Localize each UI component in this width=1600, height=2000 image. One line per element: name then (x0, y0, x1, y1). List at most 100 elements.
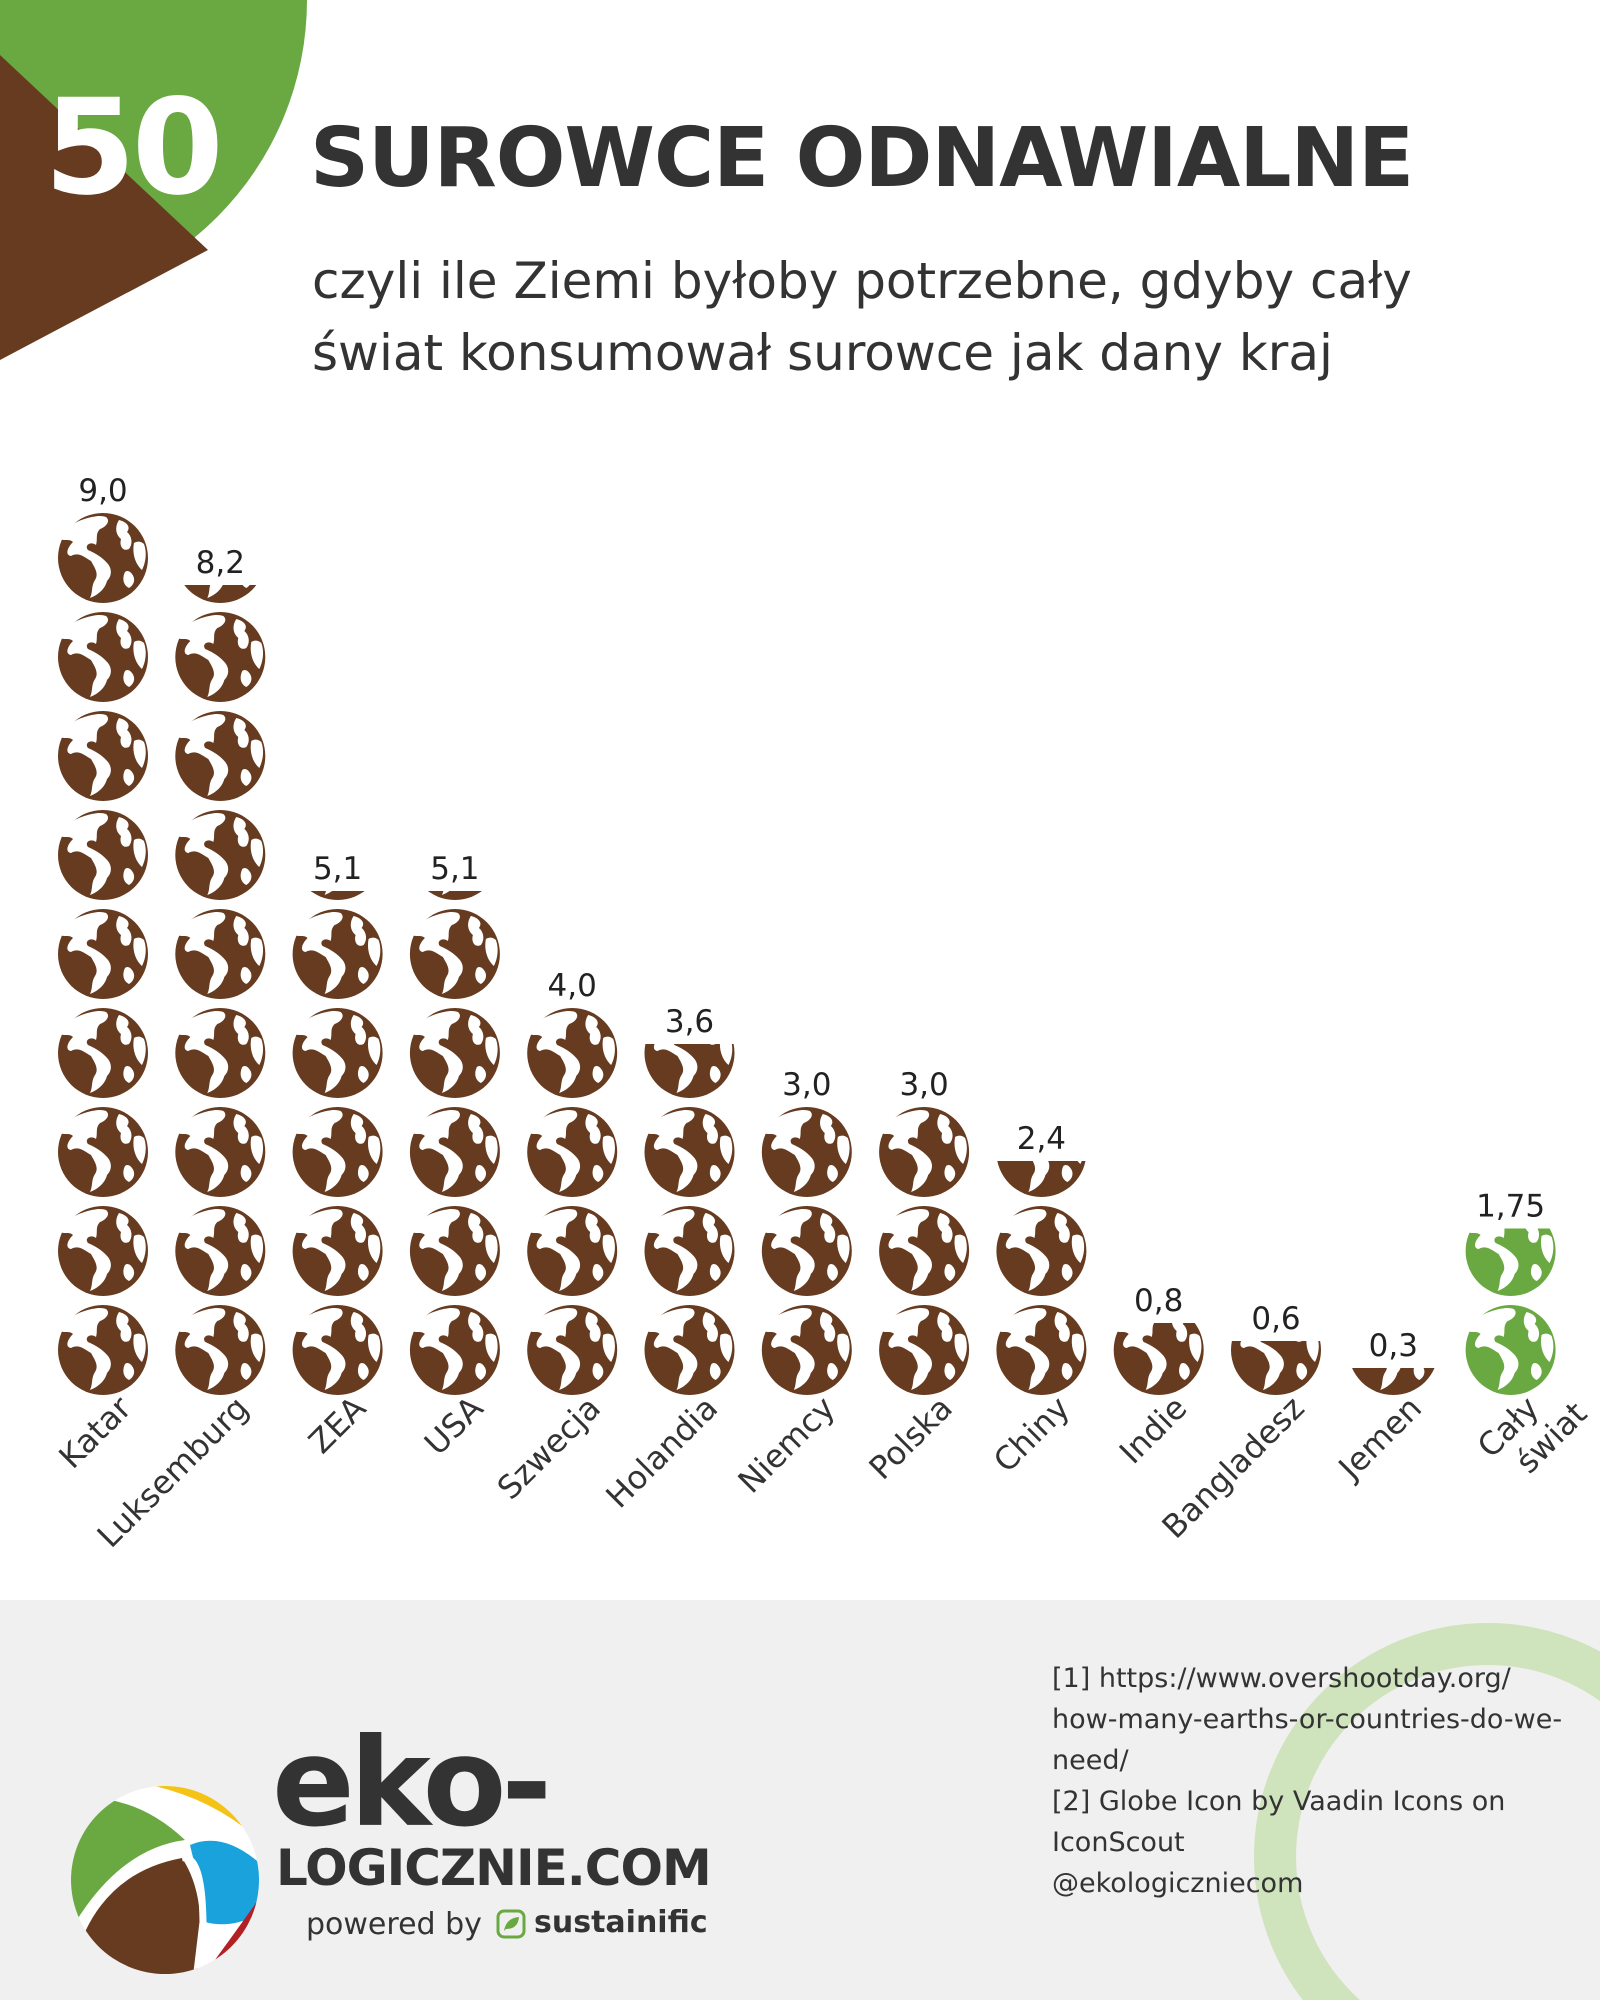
value-label: 0,6 (1251, 1301, 1300, 1337)
globe-icon (761, 1206, 852, 1296)
globe-icon (409, 1206, 500, 1296)
globe-icon (996, 1206, 1087, 1296)
globe-icon (292, 1305, 383, 1395)
globe-icon (292, 1206, 383, 1296)
value-label: 3,0 (782, 1067, 831, 1103)
category-label: Niemcy (731, 1389, 843, 1501)
globe-icon (409, 1107, 500, 1197)
globe-icon (175, 612, 266, 702)
bar-7 (879, 1107, 970, 1395)
page-title: SUROWCE ODNAWIALNE (310, 111, 1414, 206)
value-label: 2,4 (1017, 1121, 1066, 1157)
globe-icon (410, 891, 498, 900)
category-label: Jemen (1330, 1389, 1429, 1488)
globe-icon (1349, 1368, 1437, 1395)
bar-11 (1349, 1368, 1437, 1395)
sources-list: [1] https://www.overshootday.org/ how-ma… (1052, 1658, 1572, 1904)
source-line: [1] https://www.overshootday.org/ (1052, 1663, 1511, 1694)
value-label: 3,6 (665, 1004, 714, 1040)
source-line: how-many-earths-or-countries-do-we- (1052, 1704, 1563, 1735)
subtitle-line-1: czyli ile Ziemi byłoby potrzebne, gdyby … (312, 252, 1412, 310)
globe-icon (527, 1008, 618, 1098)
source-handle: @ekologiczniecom (1052, 1868, 1304, 1899)
source-line: need/ (1052, 1745, 1129, 1776)
globe-icon (58, 1206, 148, 1296)
globe-icon (292, 1107, 383, 1197)
globe-icon (58, 1008, 148, 1098)
partner-name: sustainific (534, 1905, 708, 1940)
bar-10 (1231, 1341, 1321, 1395)
leaf-icon (496, 1909, 526, 1939)
globe-icon (527, 1107, 618, 1197)
bar-8 (996, 1161, 1087, 1395)
page-subtitle: czyli ile Ziemi byłoby potrzebne, gdyby … (312, 245, 1572, 389)
globe-icon (527, 1305, 618, 1395)
globe-icon (644, 1305, 735, 1395)
bar-2 (292, 891, 383, 1395)
number-badge (0, 0, 307, 360)
value-label: 1,75 (1476, 1189, 1545, 1225)
globe-icon (58, 909, 148, 999)
globe-icon (58, 513, 148, 603)
globe-icon (1465, 1305, 1556, 1395)
globe-icon (997, 1161, 1086, 1197)
source-line: [2] Globe Icon by Vaadin Icons on (1052, 1786, 1506, 1817)
globe-icon (1231, 1341, 1321, 1395)
value-label: 5,1 (313, 851, 362, 887)
globe-icon (1113, 1323, 1204, 1395)
globe-icon (761, 1107, 852, 1197)
globe-icon (409, 909, 500, 999)
bar-12 (1465, 1228, 1556, 1395)
powered-by-text: powered by (306, 1907, 482, 1942)
globe-icon (292, 1008, 383, 1098)
globe-icon (58, 711, 148, 801)
globe-icon (175, 909, 266, 999)
globe-icon (761, 1305, 852, 1395)
bar-4 (527, 1008, 618, 1395)
globe-icon (1465, 1228, 1556, 1296)
value-labels: 9,0 8,2 5,1 5,1 4,0 3,6 3,0 3,0 2,4 0,8 0,6 0,3 1,75 (78, 473, 1545, 1364)
category-label: Szwecja (490, 1389, 608, 1507)
globe-icon (175, 1008, 266, 1098)
value-label: 0,3 (1369, 1328, 1418, 1364)
globe-icon (996, 1305, 1087, 1395)
globe-icon (292, 909, 383, 999)
globe-icon (58, 1305, 148, 1395)
bar-5 (644, 1044, 735, 1395)
globe-chart: 9,0 8,2 5,1 5,1 4,0 3,6 3,0 3,0 2,4 0,8 0,6 0,3 1,75… (51, 473, 1594, 1555)
category-label: USA (417, 1389, 491, 1463)
brand-domain: LOGICZNIE.COM (276, 1839, 712, 1897)
globe-icon (58, 810, 148, 900)
globe-icon (409, 1305, 500, 1395)
chart-bars (58, 513, 1556, 1395)
badge-brown-wedge (0, 55, 208, 360)
category-label: Polska (862, 1389, 960, 1487)
globe-icon (879, 1305, 970, 1395)
bar-0 (58, 513, 148, 1395)
bar-6 (761, 1107, 852, 1395)
value-label: 3,0 (899, 1067, 948, 1103)
globe-icon (644, 1044, 735, 1098)
globe-icon (175, 711, 266, 801)
globe-icon (527, 1206, 618, 1296)
category-label: Indie (1112, 1389, 1194, 1471)
globe-icon (58, 612, 148, 702)
bar-9 (1113, 1323, 1204, 1395)
globe-icon (644, 1206, 735, 1296)
globe-icon (409, 1008, 500, 1098)
globe-icon (644, 1107, 735, 1197)
footer-background (0, 1600, 1600, 2000)
category-label: ZEA (301, 1389, 373, 1461)
badge-number: 50 (44, 71, 224, 225)
value-label: 0,8 (1134, 1283, 1183, 1319)
value-label: 8,2 (196, 545, 245, 581)
brand-name: eko- (272, 1712, 552, 1854)
globe-icon (176, 585, 264, 603)
globe-icon (175, 810, 266, 900)
category-label: Holandia (598, 1389, 725, 1516)
bar-1 (175, 585, 266, 1395)
category-label: Katar (51, 1388, 139, 1476)
category-label: Chiny (986, 1389, 1077, 1480)
globe-icon (175, 1107, 266, 1197)
